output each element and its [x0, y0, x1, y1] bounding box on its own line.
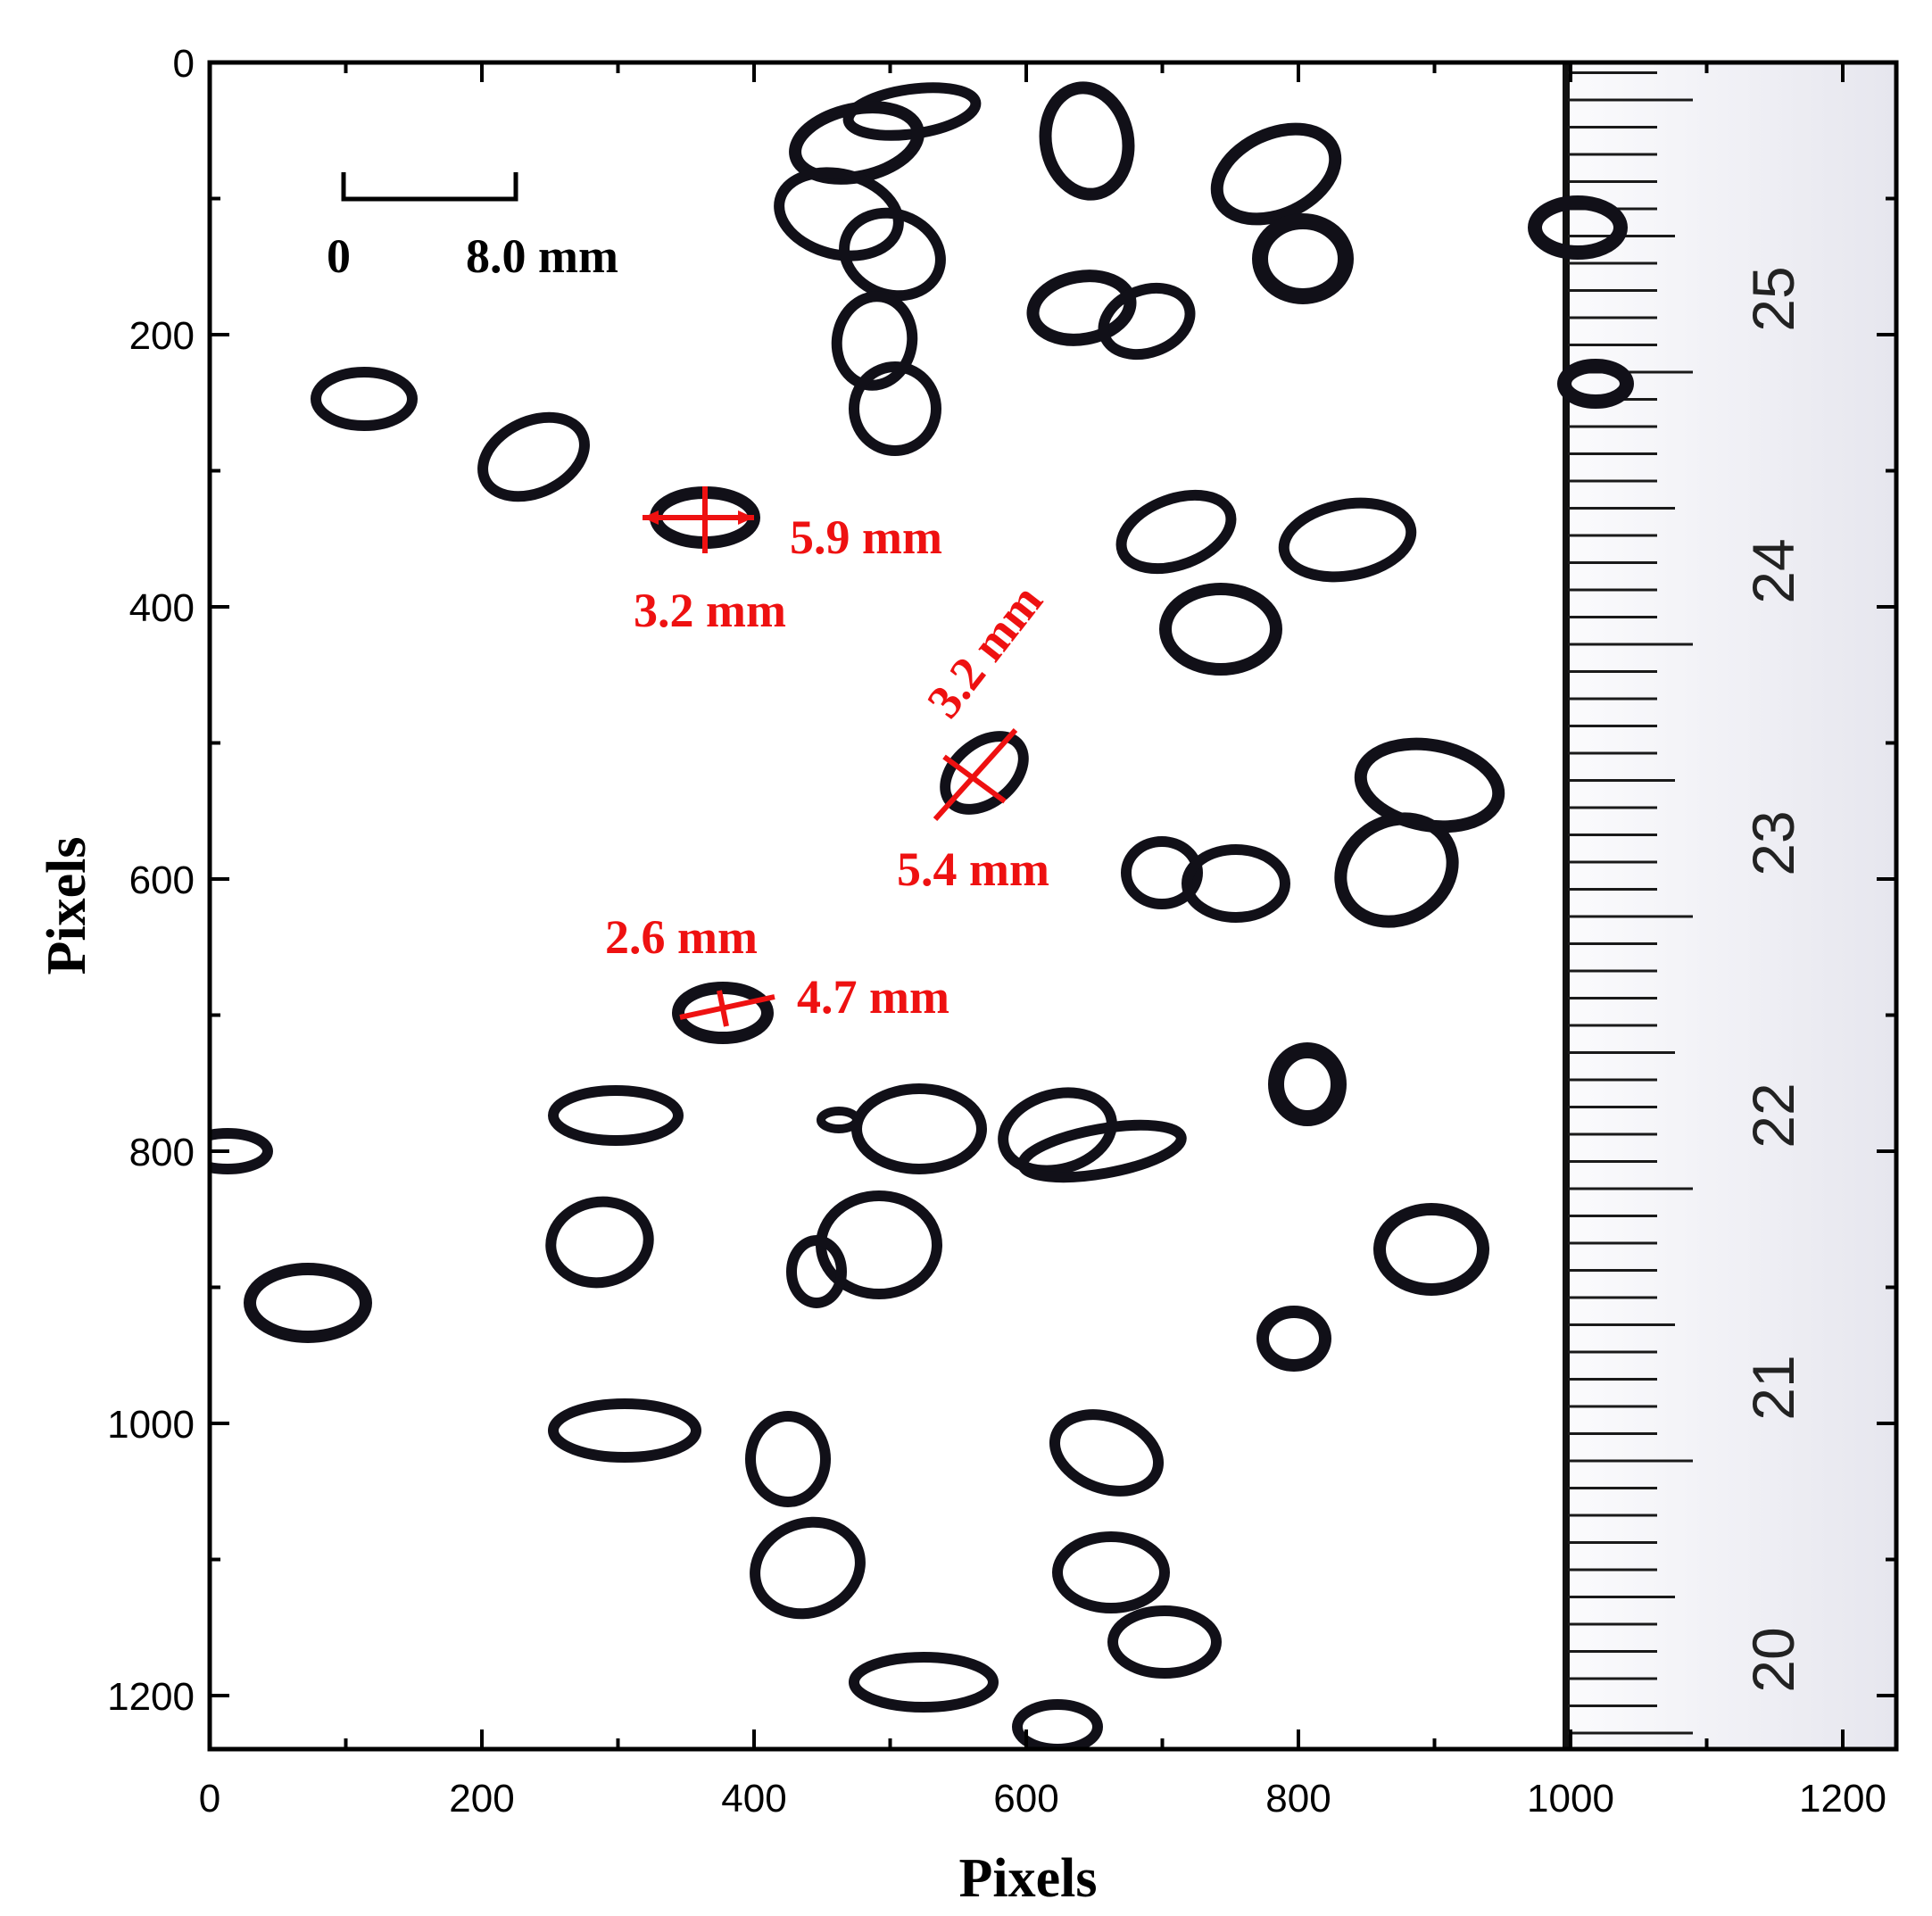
ruler-number: 20 — [1740, 1627, 1806, 1692]
drop3-major-label: 4.7 mm — [797, 970, 949, 1024]
droplet-outline — [244, 1263, 372, 1343]
ruler-number: 19 — [1740, 1895, 1806, 1916]
droplet-outline — [774, 167, 904, 261]
droplet-outline — [750, 1516, 866, 1620]
droplet-outline — [545, 1196, 654, 1289]
x-tick-label: 800 — [1265, 1777, 1331, 1821]
droplet-outline — [672, 982, 774, 1044]
x-tick-label: 600 — [993, 1777, 1058, 1821]
droplet-outline — [745, 1411, 831, 1507]
y-tick-labels: 0 200 400 600 800 1000 1200 — [107, 42, 195, 1719]
y-tick-label: 400 — [129, 586, 195, 630]
drop1-minor-label: 3.2 mm — [634, 584, 786, 637]
plot-frame — [207, 60, 1899, 1752]
droplet-outline — [849, 361, 941, 456]
ruler-background — [1566, 62, 1896, 1749]
x-tick-label: 400 — [721, 1777, 786, 1821]
y-tick-label: 600 — [129, 858, 195, 902]
droplet-outline — [851, 1083, 987, 1174]
ruler-number: 25 — [1740, 266, 1806, 331]
scale-bar: 0 8.0 mm — [327, 172, 618, 283]
droplet-outlines — [210, 81, 1634, 1749]
droplet-outline — [548, 1085, 684, 1146]
droplet-outline — [1373, 1203, 1489, 1296]
droplet-outline — [1256, 1306, 1331, 1372]
droplet-outline — [817, 1107, 861, 1133]
y-tick-label: 1200 — [107, 1675, 195, 1719]
x-tick-label: 0 — [199, 1777, 220, 1821]
y-axis-title: Pixels — [37, 837, 97, 975]
droplet-outline — [1012, 1699, 1103, 1749]
droplet-outline — [786, 1235, 847, 1308]
droplet-outline — [849, 1652, 999, 1713]
x-tick-label: 1200 — [1799, 1777, 1886, 1821]
droplet-outline — [1017, 1119, 1187, 1183]
drop2-major-label: 5.4 mm — [897, 842, 1049, 896]
droplet-outline — [1159, 583, 1282, 676]
x-tick-labels: 0 200 400 600 800 1000 1200 — [199, 1777, 1886, 1821]
droplet-outline — [1268, 1042, 1347, 1126]
scale-bar-start-label: 0 — [327, 229, 351, 283]
droplet-outline — [1115, 489, 1237, 575]
y-tick-label: 1000 — [107, 1403, 195, 1447]
ruler-number: 22 — [1740, 1082, 1806, 1148]
x-tick-label: 1000 — [1527, 1777, 1614, 1821]
droplet-outline — [210, 1128, 273, 1174]
droplet-outline — [1278, 497, 1417, 583]
droplet-outline — [1121, 836, 1203, 909]
droplet-outline — [1098, 282, 1196, 361]
droplet-outline — [1182, 844, 1290, 923]
ruler-numbers: 25 24 23 22 21 20 19 — [1740, 266, 1806, 1916]
photo-area: 25 24 23 22 21 20 19 — [210, 62, 1896, 1916]
droplet-outline — [548, 1398, 701, 1463]
axis-ticks — [208, 61, 1896, 1749]
droplet-outline — [1334, 812, 1459, 928]
droplet-outline — [1252, 213, 1354, 304]
droplet-outline — [1210, 122, 1342, 226]
droplet-outline — [1528, 195, 1628, 260]
droplet-outline — [477, 411, 590, 502]
scale-bar-end-label: 8.0 mm — [466, 229, 618, 283]
measurement-annotations — [643, 486, 1018, 1027]
droplet-outline — [1557, 359, 1634, 409]
ruler-number: 23 — [1740, 810, 1806, 875]
droplet-outline — [998, 1087, 1117, 1176]
y-tick-label: 0 — [173, 42, 195, 86]
droplet-outline — [1107, 1605, 1222, 1679]
x-tick-label: 200 — [449, 1777, 514, 1821]
drop1-major-label: 5.9 mm — [790, 510, 942, 564]
y-tick-label: 200 — [129, 314, 195, 358]
droplet-outline — [311, 367, 418, 431]
ruler-number: 24 — [1740, 538, 1806, 603]
drop3-minor-label: 2.6 mm — [605, 910, 758, 964]
droplet-outline — [1039, 81, 1135, 201]
y-tick-label: 800 — [129, 1131, 195, 1174]
droplet-outline — [1049, 1409, 1165, 1497]
droplet-outline — [1052, 1531, 1170, 1613]
x-axis-title: Pixels — [959, 1848, 1098, 1909]
ruler-number: 21 — [1740, 1355, 1806, 1420]
